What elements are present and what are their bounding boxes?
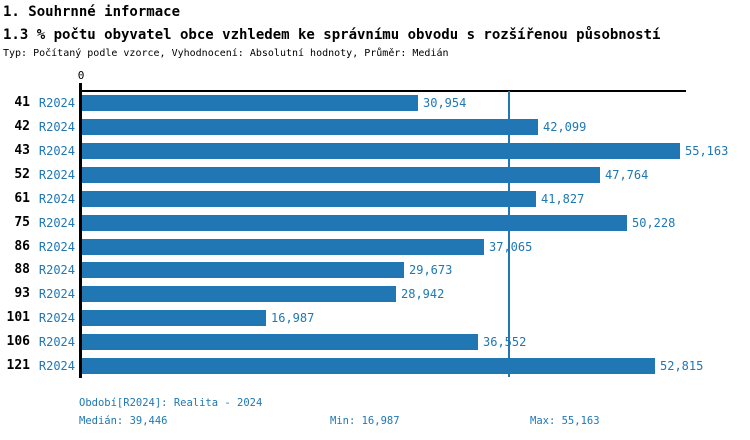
bar xyxy=(82,214,627,231)
series-label: R2024 xyxy=(38,359,75,374)
x-axis-line xyxy=(79,90,686,92)
series-label: R2024 xyxy=(38,263,75,278)
series-label: R2024 xyxy=(38,239,75,254)
bar-value-label: 42,099 xyxy=(543,119,587,134)
y-axis-category-label: 61 xyxy=(14,190,30,206)
bar xyxy=(82,334,478,351)
bar-value-label: 29,673 xyxy=(409,263,453,278)
bar xyxy=(82,262,404,279)
series-label: R2024 xyxy=(38,167,75,182)
bar xyxy=(82,95,418,111)
series-label: R2024 xyxy=(38,215,75,230)
footer-period: Období[R2024]: Realita - 2024 xyxy=(79,397,263,409)
series-label: R2024 xyxy=(38,335,75,350)
footer-min-stat: Min: 16,987 xyxy=(330,415,400,427)
bar xyxy=(82,358,655,375)
bar-value-label: 37,065 xyxy=(489,239,533,254)
y-axis-category-label: 101 xyxy=(6,310,30,326)
y-axis-category-label: 88 xyxy=(14,262,30,278)
bar-value-label: 47,764 xyxy=(605,167,649,182)
bar-value-label: 30,954 xyxy=(423,96,467,110)
bar-value-label: 50,228 xyxy=(632,215,676,230)
report-meta: Typ: Počítaný podle vzorce, Vyhodnocení:… xyxy=(3,48,449,59)
y-axis-category-label: 121 xyxy=(6,358,30,374)
bar-value-label: 28,942 xyxy=(401,287,445,302)
y-axis-category-label: 93 xyxy=(14,286,30,302)
footer-median-stat: Medián: 39,446 xyxy=(79,415,168,427)
series-label: R2024 xyxy=(38,96,75,110)
y-axis-category-label: 41 xyxy=(14,95,30,110)
bar xyxy=(82,238,484,255)
bar xyxy=(82,310,266,327)
bar-value-label: 52,815 xyxy=(660,359,704,374)
bar xyxy=(82,286,396,303)
y-axis-category-label: 75 xyxy=(14,214,30,230)
bar xyxy=(82,166,600,183)
y-axis-category-label: 106 xyxy=(6,334,30,350)
bar xyxy=(82,118,538,135)
median-line xyxy=(508,91,510,377)
series-label: R2024 xyxy=(38,311,75,326)
bar-value-label: 16,987 xyxy=(271,311,315,326)
series-label: R2024 xyxy=(38,143,75,158)
bar-value-label: 41,827 xyxy=(541,191,585,206)
y-axis-category-label: 42 xyxy=(14,118,30,134)
y-axis-line xyxy=(79,83,82,378)
y-axis-category-label: 86 xyxy=(14,238,30,254)
series-label: R2024 xyxy=(38,119,75,134)
y-axis-category-label: 52 xyxy=(14,166,30,182)
report-subtitle: 1.3 % počtu obyvatel obce vzhledem ke sp… xyxy=(3,27,661,43)
bar xyxy=(82,142,680,159)
bar-value-label: 55,163 xyxy=(685,143,729,158)
x-axis-tick-label-zero: 0 xyxy=(77,69,85,82)
series-label: R2024 xyxy=(38,287,75,302)
bar xyxy=(82,190,536,207)
series-label: R2024 xyxy=(38,191,75,206)
y-axis-category-label: 43 xyxy=(14,142,30,158)
report-title: 1. Souhrnné informace xyxy=(3,4,181,20)
footer-max-stat: Max: 55,163 xyxy=(530,415,600,427)
bar-value-label: 36,552 xyxy=(483,335,527,350)
